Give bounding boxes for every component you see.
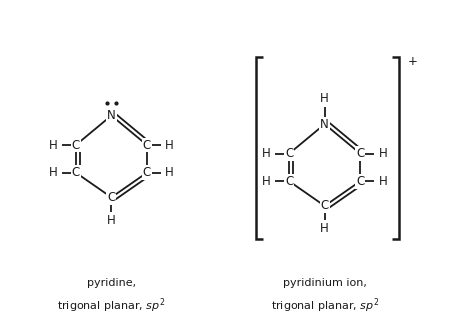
Text: H: H	[320, 92, 329, 105]
Text: C: C	[356, 147, 365, 160]
Text: H: H	[379, 147, 387, 160]
Text: pyridine,
trigonal planar, $\mathit{sp}^2$: pyridine, trigonal planar, $\mathit{sp}^…	[57, 278, 165, 315]
Text: C: C	[356, 175, 365, 188]
Text: N: N	[320, 117, 329, 131]
Text: H: H	[49, 166, 57, 179]
Text: H: H	[379, 175, 387, 188]
Text: H: H	[165, 139, 174, 152]
Text: C: C	[285, 147, 293, 160]
Text: N: N	[107, 109, 116, 122]
Text: C: C	[107, 191, 116, 204]
Text: H: H	[49, 139, 57, 152]
Text: C: C	[285, 175, 293, 188]
Text: H: H	[262, 175, 271, 188]
Text: H: H	[262, 147, 271, 160]
Text: H: H	[107, 214, 116, 227]
Text: C: C	[72, 166, 80, 179]
Text: +: +	[408, 55, 418, 68]
Text: C: C	[320, 199, 329, 213]
Text: C: C	[143, 166, 151, 179]
Text: C: C	[143, 139, 151, 152]
Text: H: H	[320, 222, 329, 235]
Text: C: C	[72, 139, 80, 152]
Text: pyridinium ion,
trigonal planar, $\mathit{sp}^2$: pyridinium ion, trigonal planar, $\mathi…	[271, 278, 379, 315]
Text: H: H	[165, 166, 174, 179]
